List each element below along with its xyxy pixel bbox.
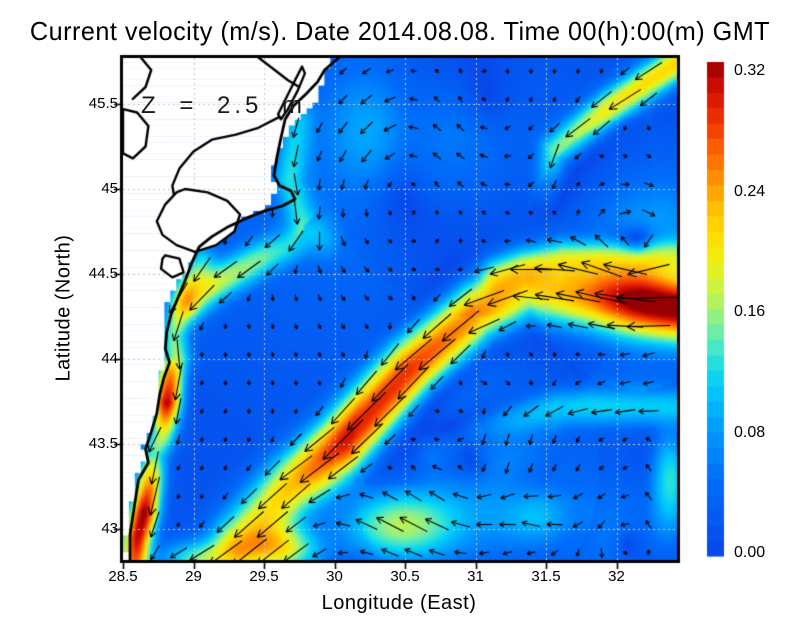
colorbar-tick-label: 0.16 bbox=[734, 303, 766, 320]
figure-title: Current velocity (m/s). Date 2014.08.08.… bbox=[29, 16, 771, 46]
y-tick-label: 43.5 bbox=[88, 435, 118, 452]
y-tick-label: 44 bbox=[101, 350, 118, 367]
x-tick-label: 30.5 bbox=[390, 568, 420, 585]
colorbar-tick-label: 0.08 bbox=[734, 423, 766, 441]
colorbar-tick-label: 0.32 bbox=[734, 62, 766, 79]
y-tick-label: 43 bbox=[101, 520, 118, 537]
colorbar-tick-label: 0.00 bbox=[734, 544, 766, 561]
depth-annotation: Z = 2.5 m bbox=[141, 92, 307, 119]
x-tick-label: 32 bbox=[608, 568, 625, 585]
y-axis-label: Latitude (North) bbox=[52, 234, 75, 382]
x-axis-label: Longitude (East) bbox=[321, 592, 477, 614]
x-tick-label: 29 bbox=[185, 568, 202, 585]
x-tick-label: 28.5 bbox=[108, 568, 138, 585]
y-tick-label: 45 bbox=[101, 180, 118, 197]
x-tick-label: 29.5 bbox=[249, 568, 279, 585]
y-tick-label: 45.5 bbox=[88, 95, 118, 112]
y-tick-label: 44.5 bbox=[88, 265, 118, 282]
x-tick-label: 30 bbox=[326, 568, 343, 585]
x-tick-label: 31.5 bbox=[531, 568, 561, 585]
colorbar-tick-label: 0.24 bbox=[734, 182, 766, 200]
x-tick-label: 31 bbox=[467, 568, 484, 585]
